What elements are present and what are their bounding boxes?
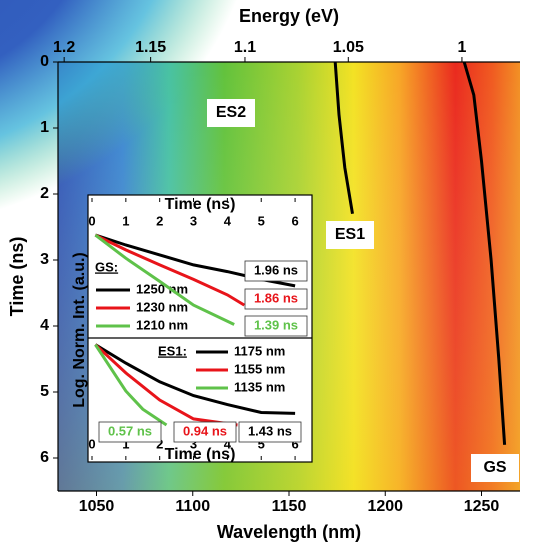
inset-x-tick-label: 5	[258, 436, 265, 451]
inset-x-tick-label: 2	[156, 436, 163, 451]
y-tick-label: 3	[40, 251, 49, 268]
inset-x-tick-label: 0	[88, 436, 95, 451]
inset-x-tick-label: 3	[190, 213, 197, 228]
lifetime-box	[244, 288, 308, 310]
inset-x-tick-label: 1	[122, 436, 129, 451]
peak-trace	[462, 61, 507, 445]
legend-label: 1210 nm	[136, 317, 188, 332]
inset-x-tick-label: 3	[190, 436, 197, 451]
legend-label: 1175 nm	[234, 343, 285, 358]
annotation: ES2	[216, 104, 246, 121]
y-tick-label: 4	[40, 317, 49, 334]
x2-tick-label: 1.05	[333, 39, 364, 56]
decay-curve	[94, 343, 296, 415]
lifetime-label: 1.39 ns	[254, 317, 298, 332]
x2-axis-label: Energy (eV)	[239, 6, 339, 26]
inset-x-tick-label: 1	[122, 213, 129, 228]
legend-title: GS:	[95, 259, 118, 274]
annotation-box	[471, 454, 519, 482]
lifetime-box	[238, 421, 302, 443]
y-tick-label: 1	[40, 119, 49, 136]
decay-curve	[94, 233, 235, 326]
lifetime-box	[244, 315, 308, 337]
x-tick-label: 1200	[367, 498, 403, 515]
y-tick-label: 2	[40, 185, 49, 202]
annotation-box	[207, 99, 255, 127]
annotation: GS	[483, 459, 506, 476]
x-axis-label: Wavelength (nm)	[217, 522, 361, 542]
x-tick-label: 1050	[79, 498, 115, 515]
y-tick-label: 0	[40, 53, 49, 70]
decay-curve	[94, 233, 246, 307]
peak-trace	[333, 61, 354, 215]
legend-label: 1230 nm	[136, 299, 188, 314]
y-tick-label: 6	[40, 449, 49, 466]
lifetime-box	[244, 260, 308, 282]
lifetime-label: 1.86 ns	[254, 290, 298, 305]
lifetime-label: 0.94 ns	[183, 423, 227, 438]
inset-x-tick-label: 6	[291, 213, 298, 228]
annotation: ES1	[335, 226, 365, 243]
lifetime-label: 0.57 ns	[108, 423, 152, 438]
inset-x-axis-label: Time (ns)	[165, 196, 236, 213]
lifetime-box	[98, 421, 162, 443]
inset-x-tick-label: 4	[224, 213, 232, 228]
x-tick-label: 1100	[175, 498, 210, 515]
decay-curve	[94, 343, 168, 427]
inset-y-axis-label: Log. Norm. Int. (a.u.)	[71, 252, 88, 408]
x2-tick-label: 1.15	[135, 39, 166, 56]
inset-x-tick-label: 6	[291, 436, 298, 451]
x-tick-label: 1250	[464, 498, 500, 515]
legend-label: 1135 nm	[234, 379, 285, 394]
x-tick-label: 1150	[272, 498, 307, 515]
y-tick-label: 5	[40, 383, 49, 400]
inset-x-tick-label: 5	[258, 213, 265, 228]
x2-tick-label: 1	[457, 39, 466, 56]
lifetime-label: 1.96 ns	[254, 262, 298, 277]
y-axis-label: Time (ns)	[7, 237, 27, 317]
inset-x-tick-label: 0	[88, 213, 95, 228]
inset-x-tick-label: 4	[224, 436, 232, 451]
annotation-box	[326, 221, 374, 249]
lifetime-box	[173, 421, 237, 443]
x2-tick-label: 1.1	[234, 39, 256, 56]
legend-title: ES1:	[158, 343, 187, 358]
lifetime-label: 1.43 ns	[248, 423, 292, 438]
x2-tick-label: 1.2	[53, 39, 75, 56]
decay-curve	[94, 343, 238, 427]
inset-x-axis-label: Time (ns)	[165, 446, 236, 463]
inset-x-tick-label: 2	[156, 213, 163, 228]
legend-label: 1155 nm	[234, 361, 285, 376]
